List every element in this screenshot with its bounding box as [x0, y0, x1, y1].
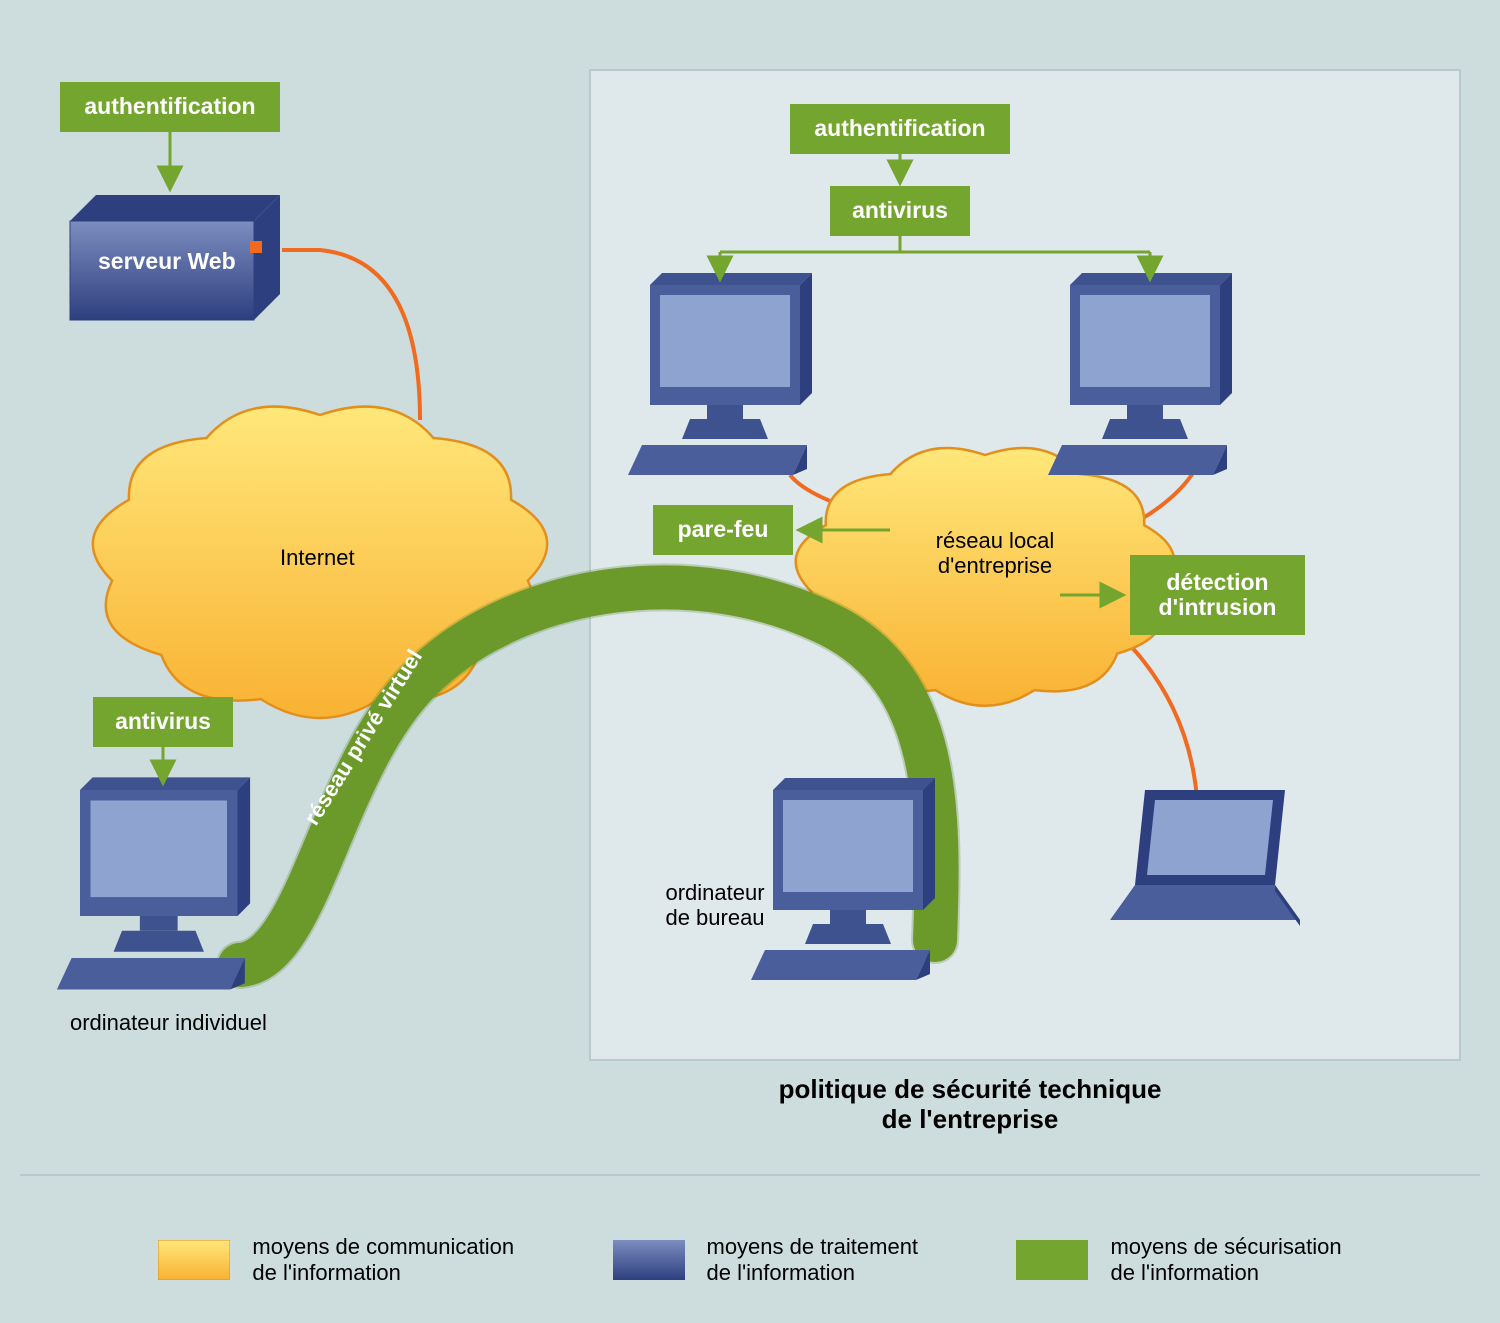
- legend-item-communication: moyens de communication de l'information: [158, 1234, 514, 1287]
- badge-label: détection d'intrusion: [1159, 570, 1277, 621]
- label-ordinateur-bureau: ordinateur de bureau: [650, 880, 780, 931]
- legend-swatch-server-icon: [613, 1240, 685, 1280]
- badge-label: authentification: [814, 116, 985, 141]
- legend-text: moyens de communication de l'information: [252, 1234, 514, 1287]
- badge-label: authentification: [84, 94, 255, 119]
- legend-swatch-cloud-icon: [158, 1240, 230, 1280]
- label-reseau-local: réseau local d'entreprise: [920, 528, 1070, 579]
- badge-label: pare-feu: [678, 517, 769, 542]
- label-vpn: réseau privé virtuel: [299, 645, 428, 830]
- conn-server-internet: [282, 250, 420, 420]
- background-layer: [0, 0, 1500, 1323]
- legend-text: moyens de traitement de l'information: [707, 1234, 919, 1287]
- badge-authentification: authentification: [60, 82, 280, 132]
- label-ordinateur-individuel: ordinateur individuel: [70, 1010, 267, 1035]
- conn-pc2-lan: [1100, 470, 1195, 540]
- divider-layer: [0, 0, 1500, 1323]
- legend-item-traitement: moyens de traitement de l'information: [613, 1234, 919, 1287]
- icons-layer: [0, 0, 1500, 1323]
- badge-antivirus: antivirus: [93, 697, 233, 747]
- label-internet: Internet: [280, 545, 355, 570]
- arrow-antivirus-branch: [720, 236, 1150, 252]
- badge-pare-feu: pare-feu: [653, 505, 793, 555]
- label-serveur-web: serveur Web: [98, 248, 236, 274]
- badge-antivirus: antivirus: [830, 186, 970, 236]
- desktop-pc-icon: [1048, 273, 1232, 475]
- conn-pc1-lan: [790, 475, 890, 520]
- legend-item-securisation: moyens de sécurisation de l'information: [1016, 1234, 1341, 1287]
- desktop-pc-icon: [751, 778, 935, 980]
- vpn-layer: [0, 0, 1500, 1323]
- diagram-canvas: authentification authentification antivi…: [0, 0, 1500, 1323]
- conn-laptop-lan: [1115, 630, 1198, 830]
- label-politique-securite: politique de sécurité technique de l'ent…: [760, 1075, 1180, 1135]
- badge-label: antivirus: [852, 198, 948, 223]
- legend: moyens de communication de l'information…: [0, 1200, 1500, 1320]
- arrows-layer: [0, 0, 1500, 1323]
- legend-text: moyens de sécurisation de l'information: [1110, 1234, 1341, 1287]
- badge-authentification: authentification: [790, 104, 1010, 154]
- desktop-pc-icon: [628, 273, 812, 475]
- badge-label: antivirus: [115, 709, 211, 734]
- legend-swatch-green-icon: [1016, 1240, 1088, 1280]
- laptop-icon: [1110, 790, 1300, 926]
- desktop-pc-icon: [57, 777, 250, 989]
- badge-detection-intrusion: détection d'intrusion: [1130, 555, 1305, 635]
